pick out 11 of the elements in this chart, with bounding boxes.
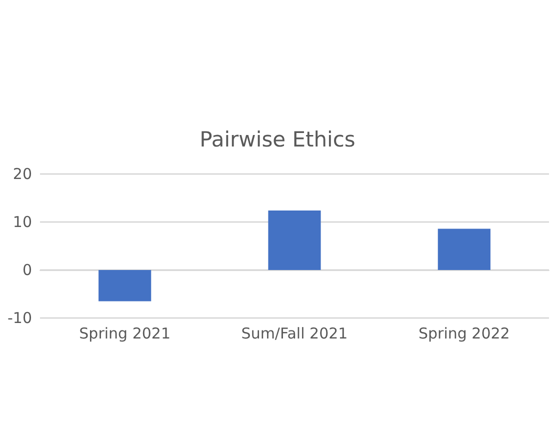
x-tick-label: Spring 2021 [79,324,171,342]
y-tick-label: 20 [12,165,32,183]
bar [438,228,490,270]
bar [268,210,321,270]
x-tick-label: Spring 2022 [418,324,510,342]
y-tick-label: 10 [12,213,32,231]
bar [98,270,152,302]
x-tick-label: Sum/Fall 2021 [241,324,348,342]
chart-title: Pairwise Ethics [200,128,356,152]
y-tick-label: -10 [8,309,32,327]
y-tick-label: 0 [22,261,32,279]
